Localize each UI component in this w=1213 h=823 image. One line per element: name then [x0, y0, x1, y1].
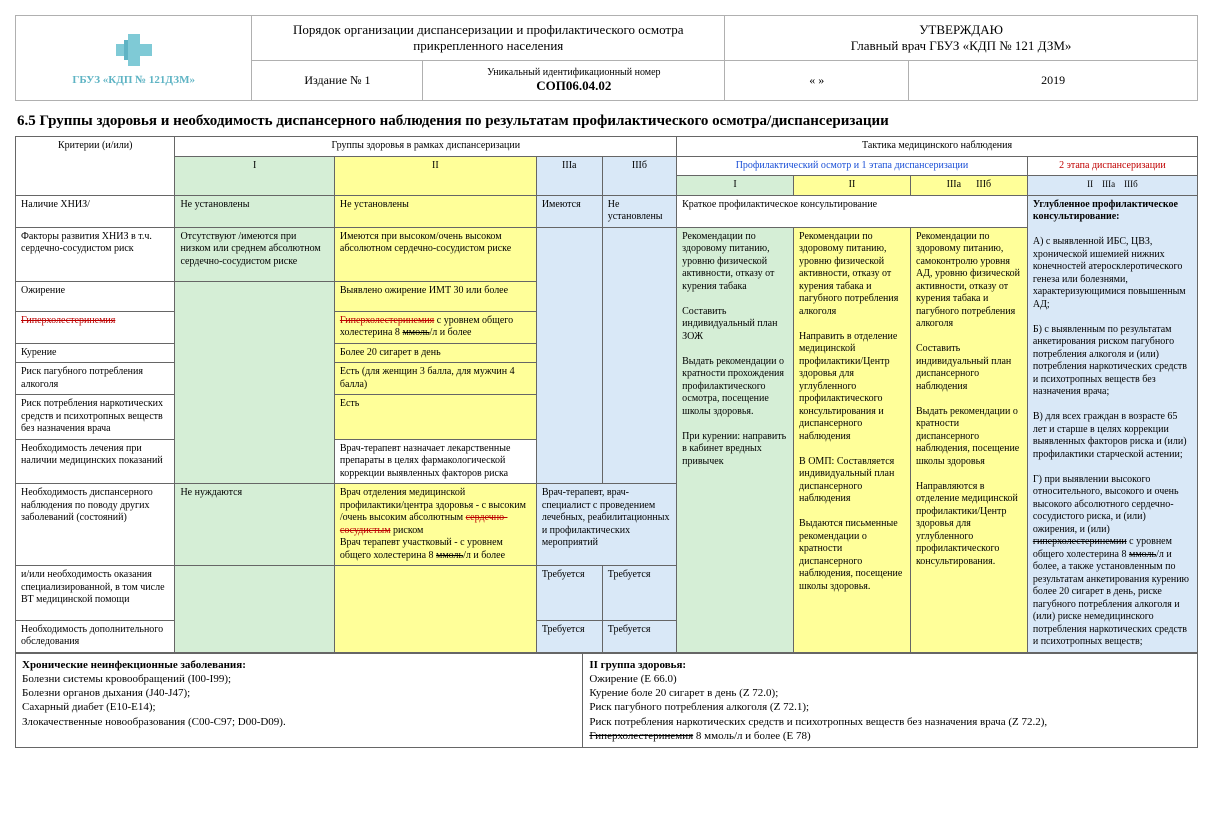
table-body: Наличие ХНИЗ/ Не установлены Не установл…: [16, 195, 1198, 652]
doc-title: Порядок организации диспансеризации и пр…: [252, 16, 725, 61]
col-IIIab-b: IIIа IIIб: [910, 176, 1027, 196]
r10-c2: [334, 566, 536, 653]
approve-block: УТВЕРЖДАЮ Главный врач ГБУЗ «КДП № 121 Д…: [725, 16, 1198, 61]
r2-c2: Имеются при высоком/очень высоком абсолю…: [334, 227, 536, 282]
r4-c2: Гиперхолестеринемия с уровнем общего хол…: [334, 311, 536, 343]
footer-left-title: Хронические неинфекционные заболевания:: [22, 659, 246, 671]
r8-label: Необходимость лечения при наличии медици…: [16, 439, 175, 484]
r10-c3a: Требуется: [536, 566, 602, 621]
r9-c2: Врач отделения медицинской профилактики/…: [334, 484, 536, 566]
uid-cell: Уникальный идентификационный номер СОП06…: [423, 61, 725, 101]
r1-c1: Не установлены: [175, 195, 334, 227]
r11-label: Необходимость дополнительного обследован…: [16, 620, 175, 652]
col-IIIa-a: IIIа: [536, 156, 602, 195]
org-name: ГБУЗ «КДП № 121ДЗМ»: [26, 74, 241, 86]
r2-c3b: [602, 227, 676, 484]
col-tactics: Тактика медицинского наблюдения: [677, 137, 1198, 157]
uid-label: Уникальный идентификационный номер: [433, 67, 714, 78]
r6-c2: Есть (для женщин 3 балла, для мужчин 4 б…: [334, 363, 536, 395]
footer-legend: Хронические неинфекционные заболевания: …: [15, 653, 1198, 749]
col-II-b: II: [794, 176, 911, 196]
document-header: ГБУЗ «КДП № 121ДЗМ» Порядок организации …: [15, 15, 1198, 101]
r1-c3b: Не установлены: [602, 195, 676, 227]
col-I-b: I: [677, 176, 794, 196]
section-title: 6.5 Группы здоровья и необходимость дисп…: [17, 113, 1198, 130]
year: 2019: [909, 61, 1198, 101]
tactics-II: Рекомендации по здоровому питанию, уровн…: [794, 227, 911, 652]
r1-c3a: Имеются: [536, 195, 602, 227]
r2-c3a: [536, 227, 602, 484]
r7-label: Риск потребления наркотических средств и…: [16, 395, 175, 440]
edition: Издание № 1: [252, 61, 423, 101]
r8-c2: Врач-терапевт назначает лекарственные пр…: [334, 439, 536, 484]
r11-c3b: Требуется: [602, 620, 676, 652]
r9-c3: Врач-терапевт, врач-специалист с проведе…: [536, 484, 676, 566]
r9-c1: Не нуждаются: [175, 484, 334, 566]
footer-right-title: II группа здоровья:: [589, 659, 686, 671]
r3-c2: Выявлено ожирение ИМТ 30 или более: [334, 282, 536, 312]
col-I-a: I: [175, 156, 334, 195]
logo-cell: ГБУЗ «КДП № 121ДЗМ»: [16, 16, 252, 101]
r11-c3a: Требуется: [536, 620, 602, 652]
medical-cross-icon: [110, 30, 158, 70]
col-stage2-sub: II IIIа IIIб: [1027, 176, 1197, 196]
tactics-I: Рекомендации по здоровому питанию, уровн…: [677, 227, 794, 652]
tactics-III: Рекомендации по здоровому питанию, самок…: [910, 227, 1027, 652]
r7-c2: Есть: [334, 395, 536, 440]
r10-label: и/или необходимость оказания специализир…: [16, 566, 175, 621]
date-quotes: « »: [725, 61, 909, 101]
col-groups: Группы здоровья в рамках диспансеризации: [175, 137, 677, 157]
r1-tI: Краткое профилактическое консультировани…: [677, 195, 1028, 227]
r9-label: Необходимость диспансерного наблюдения п…: [16, 484, 175, 566]
r1-c2: Не установлены: [334, 195, 536, 227]
col-prof: Профилактический осмотр и 1 этапа диспан…: [677, 156, 1028, 176]
r3-c1: [175, 282, 334, 484]
r2-c1: Отсутствуют /имеются при низком или сред…: [175, 227, 334, 282]
uid-code: СОП06.04.02: [433, 78, 714, 94]
r5-label: Курение: [16, 343, 175, 363]
health-groups-table: Критерии (и/или) Группы здоровья в рамка…: [15, 136, 1198, 653]
table-head: Критерии (и/или) Группы здоровья в рамка…: [16, 137, 1198, 196]
col-criteria: Критерии (и/или): [16, 137, 175, 196]
r2-label: Факторы развития ХНИЗ в т.ч. сердечно-со…: [16, 227, 175, 282]
stage2-block: Углубленное профилактическое консультиро…: [1027, 195, 1197, 652]
approve-word: УТВЕРЖДАЮ: [735, 22, 1187, 38]
r3-label: Ожирение: [16, 282, 175, 312]
approve-who: Главный врач ГБУЗ «КДП № 121 ДЗМ»: [735, 38, 1187, 54]
r5-c2: Более 20 сигарет в день: [334, 343, 536, 363]
col-stage2: 2 этапа диспансеризации: [1027, 156, 1197, 176]
r6-label: Риск пагубного потребления алкоголя: [16, 363, 175, 395]
footer-right: II группа здоровья: Ожирение (Е 66.0) Ку…: [583, 653, 1198, 748]
col-IIIb-a: IIIб: [602, 156, 676, 195]
r1-label: Наличие ХНИЗ/: [16, 195, 175, 227]
r4-label: Гиперхолестеринемия: [16, 311, 175, 343]
col-II-a: II: [334, 156, 536, 195]
r10-c3b: Требуется: [602, 566, 676, 621]
footer-left: Хронические неинфекционные заболевания: …: [16, 653, 583, 748]
r10-c1: [175, 566, 334, 653]
